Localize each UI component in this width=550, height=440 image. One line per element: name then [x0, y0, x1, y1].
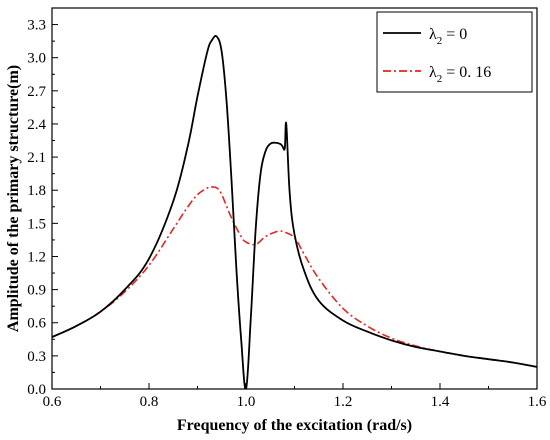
legend-symbol: λ: [429, 64, 437, 81]
series-layer: [52, 35, 537, 389]
y-tick-label: 0.9: [27, 283, 46, 299]
ticks-layer: 0.6 0.8 1.0 1.2 1.4 1.6 0.0 0.3 0.6 0.9 1.2 1.5 1.8 2…: [27, 7, 547, 410]
x-tick-label: 1.4: [431, 394, 450, 410]
series-line-2: [52, 186, 537, 368]
y-tick-label: 1.5: [27, 216, 46, 232]
y-tick-label: 0.3: [27, 349, 46, 365]
legend-value: = 0: [442, 26, 467, 43]
legend-subscript: 2: [437, 35, 443, 47]
legend-box: [376, 11, 533, 93]
x-tick-label: 1.2: [334, 394, 353, 410]
series-line-1: [52, 35, 537, 389]
y-tick-label: 1.2: [27, 249, 46, 265]
y-tick-label: 0.0: [27, 382, 46, 398]
y-tick-label: 3.0: [27, 51, 46, 67]
x-tick-label: 0.6: [43, 394, 62, 410]
y-tick-label: 1.8: [27, 183, 46, 199]
y-tick-label: 2.4: [27, 117, 46, 133]
legend: λ2 = 0λ2 = 0. 16: [376, 11, 533, 93]
legend-label-1: λ2 = 0: [429, 26, 467, 47]
legend-subscript: 2: [437, 73, 443, 85]
y-tick-label: 3.3: [27, 18, 46, 34]
y-tick-label: 0.6: [27, 316, 46, 332]
x-tick-label: 1.6: [528, 394, 547, 410]
x-tick-label: 0.8: [140, 394, 159, 410]
legend-label-2: λ2 = 0. 16: [429, 64, 491, 85]
y-tick-label: 2.1: [27, 150, 46, 166]
y-axis-title: Amplitude of the primary structure(m): [5, 65, 22, 332]
x-axis-title: Frequency of the excitation (rad/s): [177, 417, 412, 434]
x-tick-label: 1.0: [237, 394, 256, 410]
y-tick-label: 2.7: [27, 84, 46, 100]
legend-symbol: λ: [429, 26, 437, 43]
legend-value: = 0. 16: [442, 64, 491, 81]
